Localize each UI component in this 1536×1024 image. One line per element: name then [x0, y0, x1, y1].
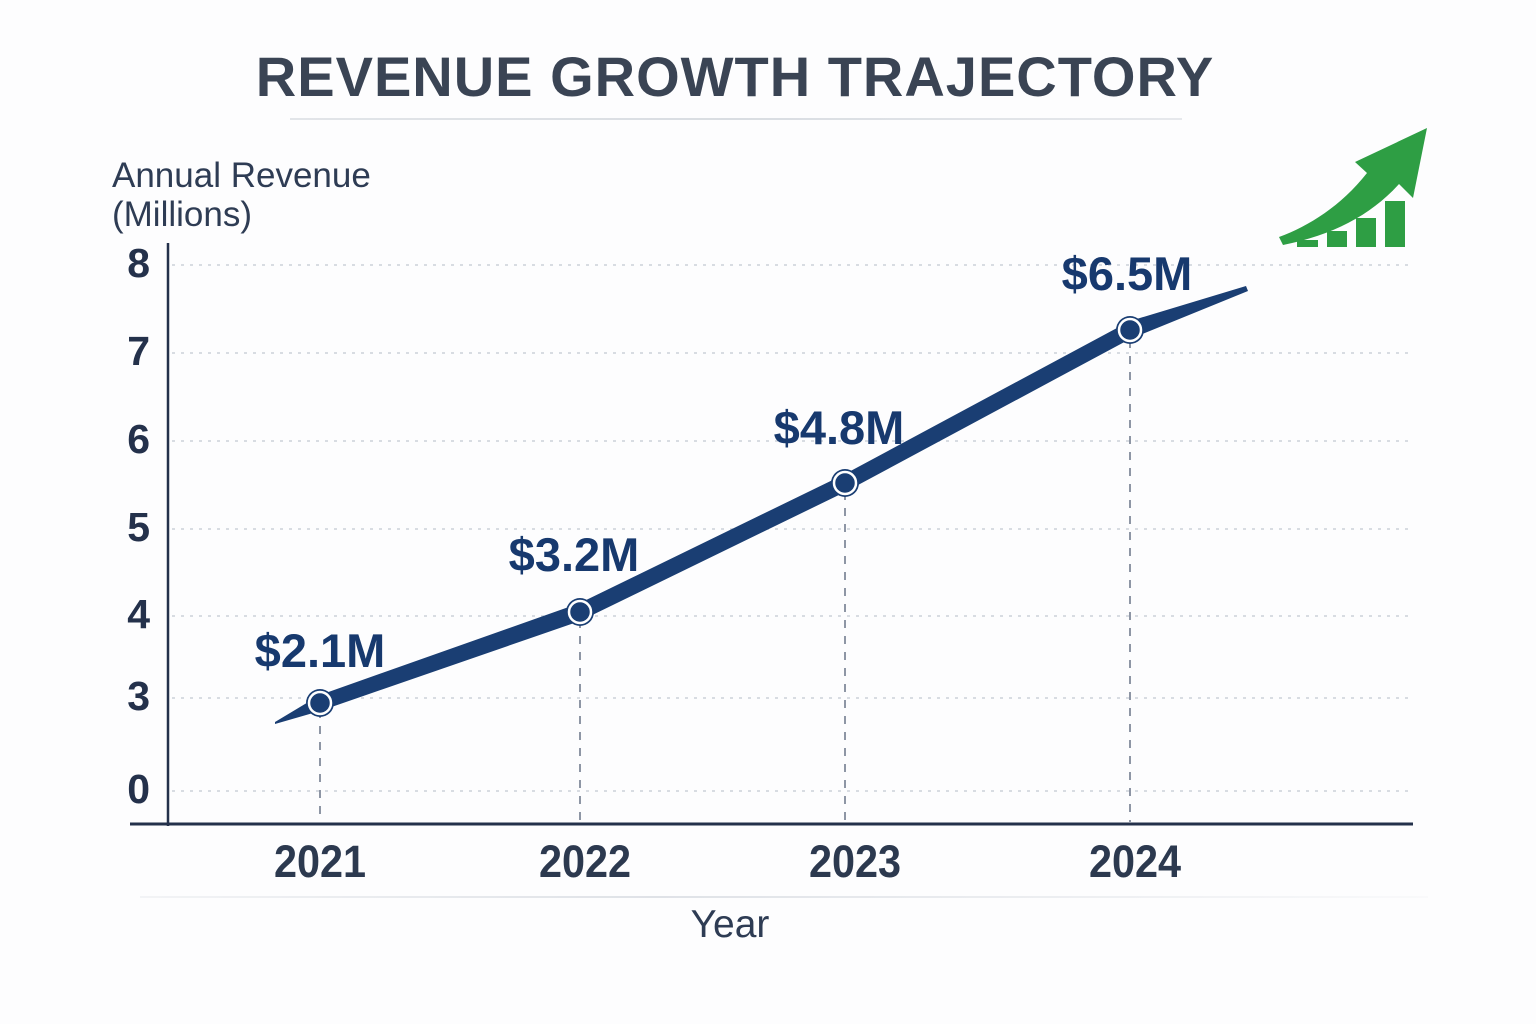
- point-label-2022: $3.2M: [508, 528, 640, 581]
- marker-2022: [566, 598, 594, 626]
- point-drop-lines: [319, 340, 1131, 822]
- axes: [130, 243, 1413, 826]
- y-axis-label-line2: (Millions): [112, 195, 252, 235]
- growth-arrow-icon: [1279, 128, 1427, 247]
- xtick-2021: 2021: [273, 836, 367, 887]
- ytick-3: 3: [127, 673, 150, 720]
- point-label-2023: $4.8M: [773, 401, 905, 454]
- x-axis-divider: [140, 896, 1428, 898]
- data-point-markers: [306, 316, 1144, 717]
- marker-2024: [1116, 316, 1144, 344]
- xtick-2022: 2022: [538, 836, 632, 887]
- xtick-2023: 2023: [808, 836, 902, 887]
- ytick-4: 4: [127, 591, 150, 638]
- ytick-5: 5: [127, 504, 150, 551]
- series-line: [275, 286, 1248, 724]
- gridlines: [172, 264, 1412, 792]
- point-label-2024: $6.5M: [1061, 247, 1193, 300]
- ytick-7: 7: [127, 328, 150, 375]
- ytick-0: 0: [127, 766, 150, 813]
- title-divider: [290, 118, 1182, 120]
- y-axis-label-line1: Annual Revenue: [112, 156, 371, 195]
- ytick-8: 8: [127, 240, 150, 287]
- xtick-2024: 2024: [1088, 836, 1182, 887]
- chart-title: REVENUE GROWTH TRAJECTORY: [255, 45, 1215, 108]
- ytick-6: 6: [127, 416, 150, 463]
- marker-2023: [831, 469, 859, 497]
- y-axis-label: Annual Revenue (Millions): [112, 156, 371, 234]
- marker-2021: [306, 689, 334, 717]
- x-axis-label: Year: [690, 903, 770, 946]
- point-label-2021: $2.1M: [254, 624, 386, 677]
